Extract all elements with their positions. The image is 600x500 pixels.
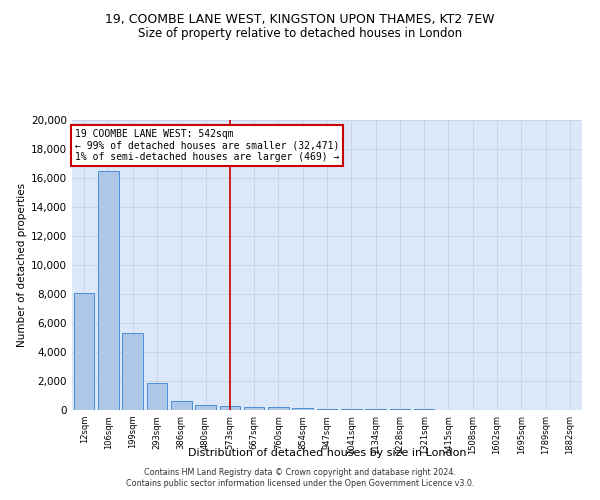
Text: Distribution of detached houses by size in London: Distribution of detached houses by size … [188,448,466,458]
Bar [171,400,191,410]
Text: Contains HM Land Registry data © Crown copyright and database right 2024.
Contai: Contains HM Land Registry data © Crown c… [126,468,474,487]
Bar [341,409,362,410]
Text: 19 COOMBE LANE WEST: 542sqm
← 99% of detached houses are smaller (32,471)
1% of : 19 COOMBE LANE WEST: 542sqm ← 99% of det… [74,128,339,162]
Bar [268,407,289,410]
Bar [195,405,216,410]
Bar [292,408,313,410]
Bar [244,406,265,410]
Bar [146,383,167,410]
Text: 19, COOMBE LANE WEST, KINGSTON UPON THAMES, KT2 7EW: 19, COOMBE LANE WEST, KINGSTON UPON THAM… [105,12,495,26]
Bar [122,333,143,410]
Bar [365,409,386,410]
Y-axis label: Number of detached properties: Number of detached properties [17,183,27,347]
Bar [220,406,240,410]
Bar [74,292,94,410]
Bar [98,171,119,410]
Bar [317,408,337,410]
Text: Size of property relative to detached houses in London: Size of property relative to detached ho… [138,28,462,40]
